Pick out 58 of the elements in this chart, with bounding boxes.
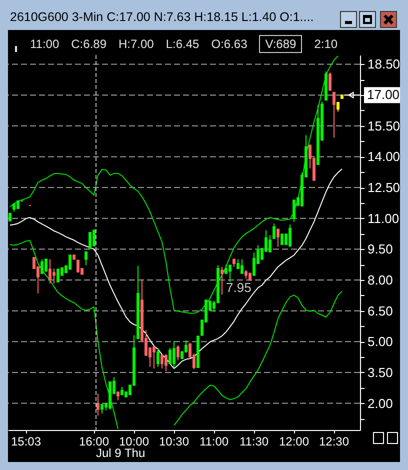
candlestick [252, 252, 256, 276]
y-tick-label: 12.50 [368, 180, 400, 196]
candlestick [152, 346, 156, 370]
y-tick-label: 11.00 [368, 210, 400, 226]
candlestick [220, 266, 224, 296]
candlestick [292, 198, 296, 222]
candlestick [224, 264, 228, 274]
text: 2:10 [314, 37, 338, 51]
text: V:689 [259, 35, 302, 53]
x-tick-label: 12:00 [278, 434, 310, 448]
candlestick [40, 258, 44, 274]
line-series [10, 168, 342, 370]
candlestick [172, 340, 176, 370]
candlestick [276, 228, 280, 248]
candlestick [272, 222, 276, 240]
candlestick [76, 259, 80, 274]
candlestick [100, 404, 104, 414]
y-tick-label: 6.50 [368, 303, 393, 318]
x-tick-label: 12:30 [318, 434, 350, 448]
x-tick-label: 16:00 [78, 434, 110, 448]
text: L:6.45 [166, 37, 200, 51]
line-series [10, 56, 338, 314]
text: H:7.00 [118, 37, 154, 51]
x-tick-label: 10:30 [158, 434, 190, 448]
candlestick [44, 258, 48, 272]
candlestick [328, 72, 332, 92]
candlestick [156, 348, 160, 368]
text: C:6.89 [71, 37, 106, 51]
x-tick-label: 11:30 [239, 434, 269, 448]
candlestick [52, 268, 56, 284]
ref-line-label: Jul 9 Thu [96, 446, 146, 460]
y-tick-label: 15.50 [368, 118, 400, 134]
annotation: 7.95 [226, 280, 252, 296]
candlestick [160, 354, 164, 370]
candlestick [168, 348, 172, 365]
text: O:6.63 [211, 37, 248, 51]
y-tick-label: 9.50 [368, 242, 393, 257]
candlestick [164, 354, 168, 372]
y-tick-label: 18.50 [368, 56, 400, 72]
y-tick-label: 3.50 [368, 364, 393, 380]
x-tick-label: 11:00 [199, 434, 229, 448]
chart-title: 2610G600 3-Min C:17.00 N:7.63 H:18.15 L:1.40 O:1.... [10, 10, 314, 24]
y-tick-label: 8.00 [368, 272, 393, 288]
x-tick-label: 15:03 [10, 434, 42, 448]
y-tick-label: 2.00 [368, 396, 393, 411]
candlestick [288, 224, 292, 248]
candlestick [268, 234, 272, 253]
candlestick [176, 344, 180, 361]
candlestick [96, 393, 100, 416]
text: 11:00 [30, 37, 60, 51]
candlestick [240, 258, 244, 274]
candlestick [84, 250, 88, 266]
y-tick-label: 14.00 [368, 149, 400, 164]
x-tick-label: 10:00 [118, 434, 150, 448]
y-tick-label: 5.00 [368, 334, 393, 350]
candlestick [332, 91, 336, 138]
candlestick [48, 258, 52, 284]
candlestick [228, 264, 232, 282]
